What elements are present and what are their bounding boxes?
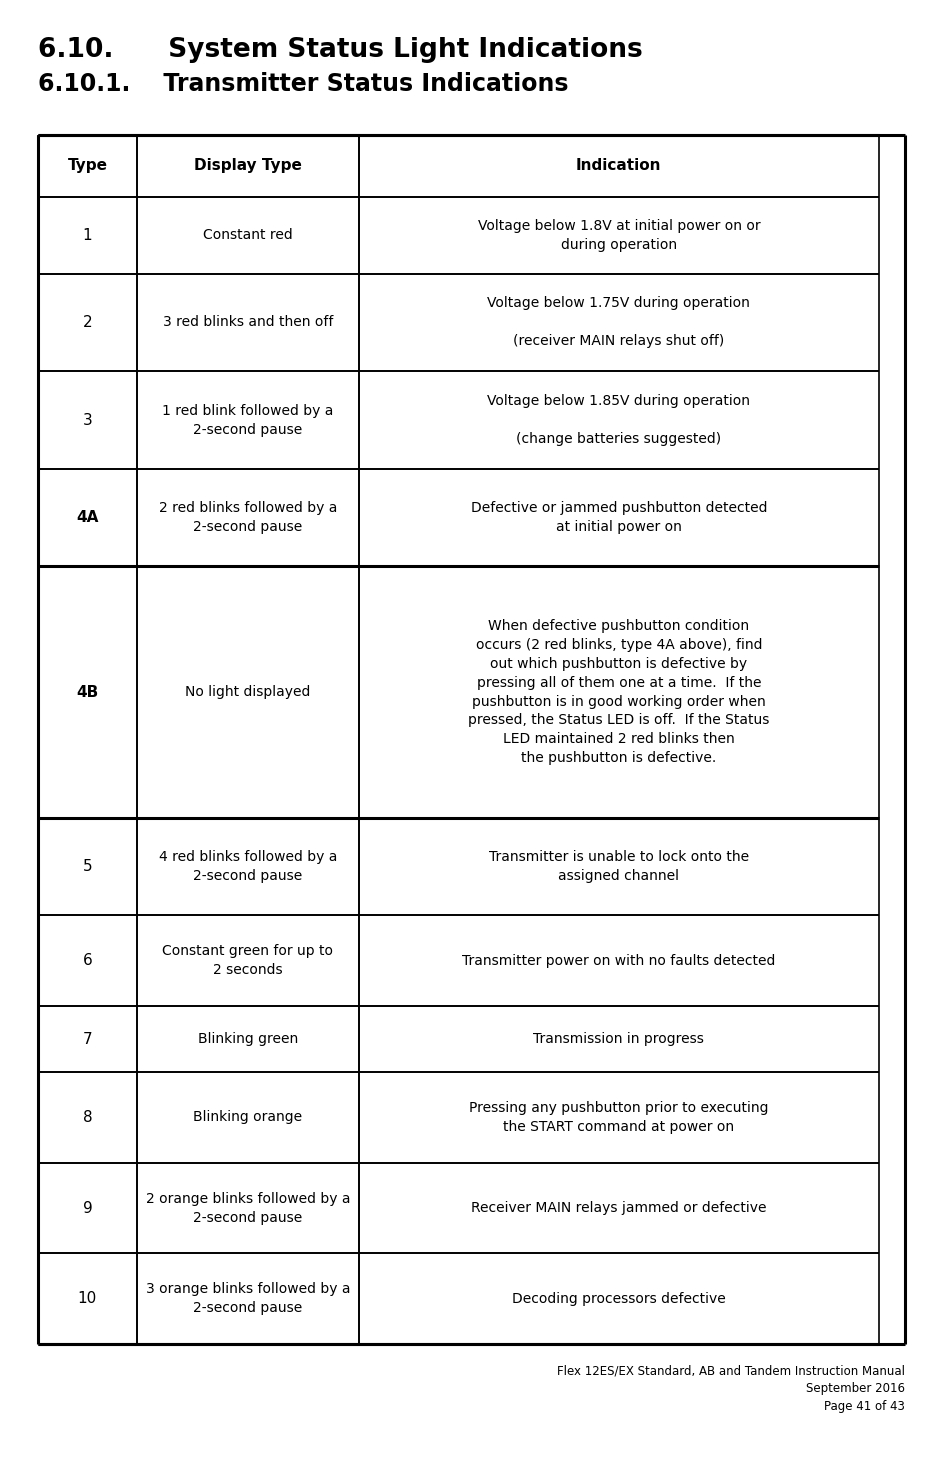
- Text: 3 red blinks and then off: 3 red blinks and then off: [162, 316, 333, 329]
- Text: Transmitter is unable to lock onto the
assigned channel: Transmitter is unable to lock onto the a…: [489, 851, 749, 883]
- Text: 6.10.1.    Transmitter Status Indications: 6.10.1. Transmitter Status Indications: [38, 72, 568, 95]
- Text: Defective or jammed pushbutton detected
at initial power on: Defective or jammed pushbutton detected …: [471, 501, 767, 535]
- Text: 2: 2: [83, 314, 92, 331]
- Text: 4A: 4A: [76, 510, 98, 526]
- Text: 6.10.      System Status Light Indications: 6.10. System Status Light Indications: [38, 37, 643, 63]
- Text: 6: 6: [83, 953, 92, 968]
- Text: Type: Type: [68, 159, 108, 173]
- Text: 9: 9: [83, 1200, 92, 1216]
- Text: Pressing any pushbutton prior to executing
the START command at power on: Pressing any pushbutton prior to executi…: [469, 1100, 768, 1134]
- Text: Blinking orange: Blinking orange: [193, 1111, 302, 1124]
- Text: 5: 5: [83, 859, 92, 874]
- Text: Transmission in progress: Transmission in progress: [534, 1033, 704, 1046]
- Text: No light displayed: No light displayed: [185, 685, 310, 699]
- Text: 1 red blink followed by a
2-second pause: 1 red blink followed by a 2-second pause: [162, 404, 334, 436]
- Text: Voltage below 1.85V during operation

(change batteries suggested): Voltage below 1.85V during operation (ch…: [488, 394, 750, 447]
- Text: 1: 1: [83, 228, 92, 242]
- Text: Voltage below 1.8V at initial power on or
during operation: Voltage below 1.8V at initial power on o…: [477, 219, 760, 251]
- Text: Flex 12ES/EX Standard, AB and Tandem Instruction Manual
September 2016
Page 41 o: Flex 12ES/EX Standard, AB and Tandem Ins…: [557, 1365, 905, 1413]
- Text: Receiver MAIN relays jammed or defective: Receiver MAIN relays jammed or defective: [471, 1202, 766, 1215]
- Text: Display Type: Display Type: [194, 159, 302, 173]
- Text: 7: 7: [83, 1031, 92, 1046]
- Text: 8: 8: [83, 1111, 92, 1125]
- Text: 2 red blinks followed by a
2-second pause: 2 red blinks followed by a 2-second paus…: [159, 501, 337, 535]
- Text: Transmitter power on with no faults detected: Transmitter power on with no faults dete…: [462, 953, 776, 968]
- Text: 2 orange blinks followed by a
2-second pause: 2 orange blinks followed by a 2-second p…: [145, 1191, 350, 1225]
- Text: 3: 3: [83, 413, 92, 427]
- Text: Constant green for up to
2 seconds: Constant green for up to 2 seconds: [162, 945, 333, 977]
- Text: Constant red: Constant red: [203, 228, 293, 242]
- Text: 4 red blinks followed by a
2-second pause: 4 red blinks followed by a 2-second paus…: [159, 851, 337, 883]
- Text: Indication: Indication: [576, 159, 661, 173]
- Text: Voltage below 1.75V during operation

(receiver MAIN relays shut off): Voltage below 1.75V during operation (re…: [488, 297, 750, 348]
- Text: 4B: 4B: [76, 685, 98, 699]
- Text: 3 orange blinks followed by a
2-second pause: 3 orange blinks followed by a 2-second p…: [145, 1282, 350, 1315]
- Text: Blinking green: Blinking green: [198, 1033, 298, 1046]
- Text: Decoding processors defective: Decoding processors defective: [512, 1291, 726, 1306]
- Text: When defective pushbutton condition
occurs (2 red blinks, type 4A above), find
o: When defective pushbutton condition occu…: [468, 618, 769, 765]
- Text: 10: 10: [78, 1291, 97, 1306]
